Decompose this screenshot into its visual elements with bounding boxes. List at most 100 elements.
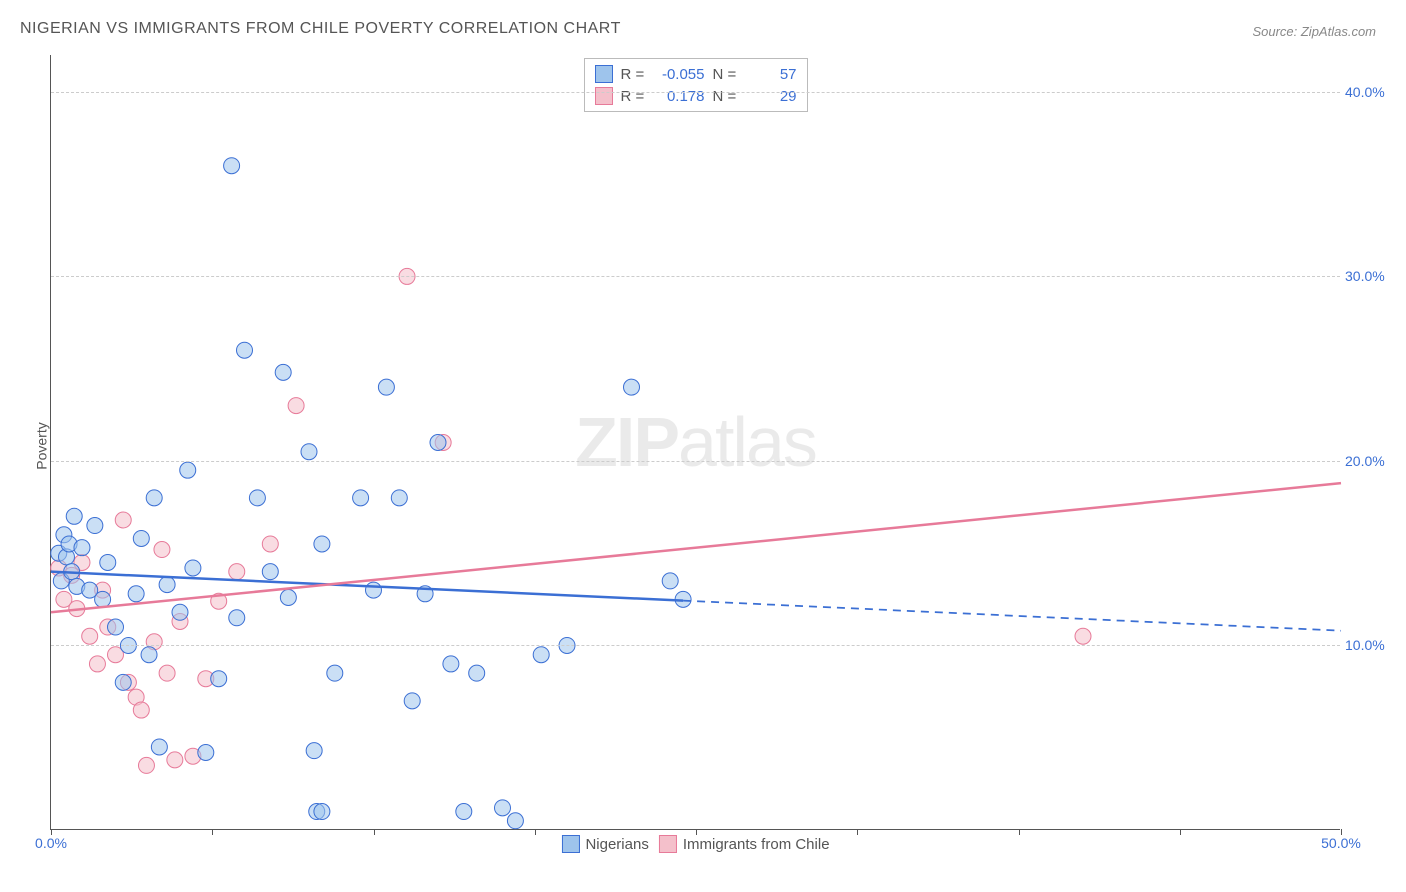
data-point [280,590,296,606]
x-tick [857,829,858,835]
data-point [443,656,459,672]
swatch-chile [659,835,677,853]
data-point [74,540,90,556]
data-point [262,536,278,552]
data-point [353,490,369,506]
gridline [51,276,1340,277]
data-point [133,702,149,718]
y-axis-label: Poverty [34,422,50,469]
x-tick [535,829,536,835]
data-point [128,586,144,602]
x-tick [212,829,213,835]
data-point [198,745,214,761]
legend-item-chile: Immigrants from Chile [659,835,830,853]
data-point [229,610,245,626]
y-tick-label: 40.0% [1345,84,1395,100]
chart-plot-area: ZIPatlas R = -0.055 N = 57 R = 0.178 N =… [50,55,1340,830]
data-point [66,508,82,524]
legend-item-nigerians: Nigerians [561,835,648,853]
legend-label-chile: Immigrants from Chile [683,836,830,853]
r-value-nigerians: -0.055 [657,66,705,83]
legend-row-chile: R = 0.178 N = 29 [595,85,797,107]
data-point [327,665,343,681]
data-point [146,490,162,506]
data-point [151,739,167,755]
data-point [115,512,131,528]
n-value-nigerians: 57 [749,66,797,83]
data-point [95,591,111,607]
data-point [288,398,304,414]
data-point [211,671,227,687]
data-point [159,577,175,593]
data-point [154,542,170,558]
data-point [366,582,382,598]
data-point [237,342,253,358]
data-point [533,647,549,663]
data-point [301,444,317,460]
data-point [495,800,511,816]
data-point [624,379,640,395]
y-tick-label: 30.0% [1345,268,1395,284]
r-label: R = [621,88,649,105]
trend-line [51,572,683,601]
gridline [51,645,1340,646]
legend-label-nigerians: Nigerians [585,836,648,853]
gridline [51,461,1340,462]
data-point [185,560,201,576]
data-point [249,490,265,506]
data-point [87,518,103,534]
data-point [167,752,183,768]
gridline [51,92,1340,93]
data-point [507,813,523,829]
chart-title: NIGERIAN VS IMMIGRANTS FROM CHILE POVERT… [20,20,621,38]
data-point [378,379,394,395]
data-point [314,804,330,820]
data-point [262,564,278,580]
swatch-nigerians [595,65,613,83]
r-value-chile: 0.178 [657,88,705,105]
data-point [89,656,105,672]
data-point [1075,628,1091,644]
data-point [133,530,149,546]
x-tick [1019,829,1020,835]
x-tick-label: 50.0% [1321,835,1361,851]
legend-row-nigerians: R = -0.055 N = 57 [595,63,797,85]
y-tick-label: 10.0% [1345,637,1395,653]
x-tick [696,829,697,835]
data-point [275,364,291,380]
data-point [141,647,157,663]
data-point [159,665,175,681]
scatter-svg [51,55,1340,829]
correlation-legend: R = -0.055 N = 57 R = 0.178 N = 29 [584,58,808,112]
data-point [108,619,124,635]
x-tick [1180,829,1181,835]
data-point [391,490,407,506]
data-point [456,804,472,820]
data-point [404,693,420,709]
data-point [138,757,154,773]
data-point [306,743,322,759]
r-label: R = [621,66,649,83]
data-point [224,158,240,174]
data-point [430,435,446,451]
data-point [172,604,188,620]
source-attribution: Source: ZipAtlas.com [1252,24,1376,39]
n-label: N = [713,88,741,105]
data-point [180,462,196,478]
n-label: N = [713,66,741,83]
data-point [82,628,98,644]
data-point [314,536,330,552]
trend-line [51,483,1341,612]
series-legend: Nigerians Immigrants from Chile [561,835,829,853]
data-point [662,573,678,589]
data-point [100,554,116,570]
n-value-chile: 29 [749,88,797,105]
swatch-nigerians [561,835,579,853]
trend-line-extrapolated [683,601,1341,631]
x-tick [374,829,375,835]
y-tick-label: 20.0% [1345,453,1395,469]
data-point [229,564,245,580]
x-tick-label: 0.0% [35,835,67,851]
data-point [469,665,485,681]
swatch-chile [595,87,613,105]
